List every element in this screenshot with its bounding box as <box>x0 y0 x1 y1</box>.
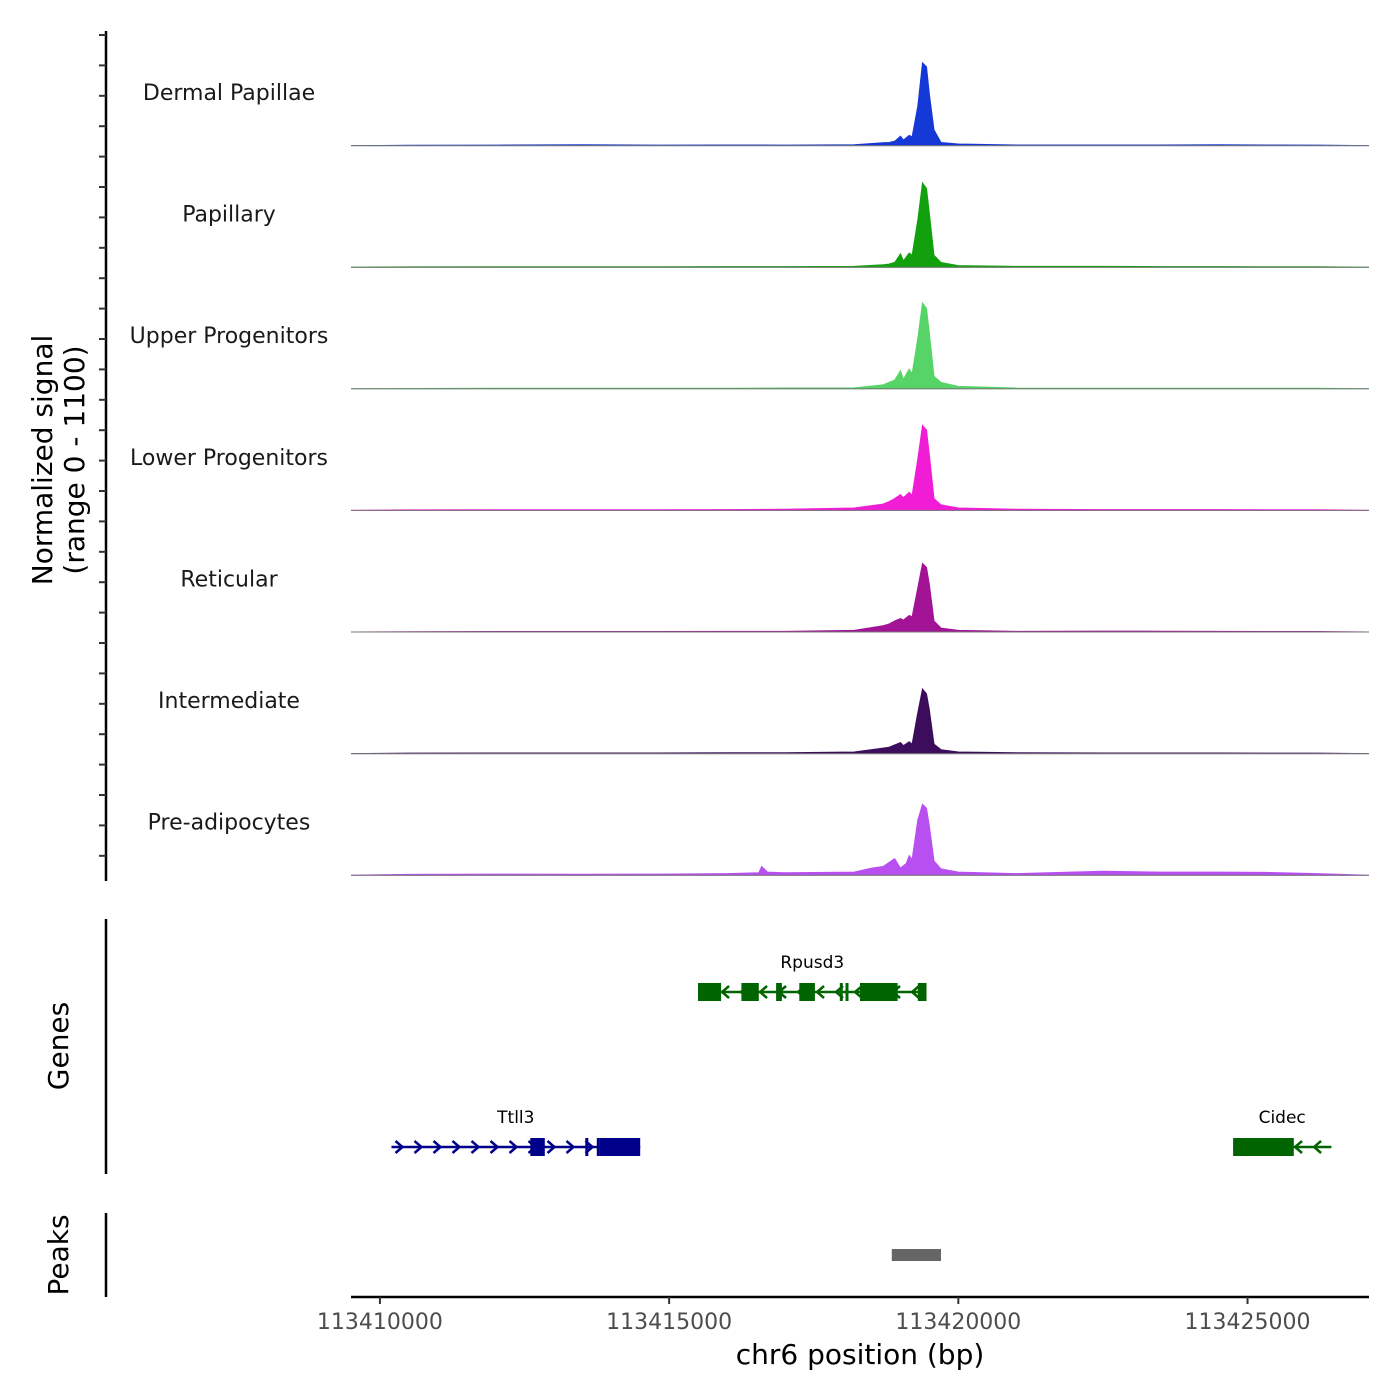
gene-exon <box>596 1138 600 1156</box>
signal-area <box>350 562 1370 633</box>
gene-exon <box>741 983 759 1001</box>
track-pre-adipocytes: Pre-adipocytes <box>148 803 1370 876</box>
signal-y-ticks <box>99 34 106 857</box>
track-reticular: Reticular <box>180 562 1370 633</box>
signal-area <box>350 687 1370 755</box>
track-label: Upper Progenitors <box>130 324 329 349</box>
x-tick-label: 113425000 <box>1185 1310 1311 1335</box>
track-intermediate: Intermediate <box>158 687 1370 755</box>
track-label: Papillary <box>182 203 276 228</box>
track-label: Dermal Papillae <box>143 81 315 106</box>
gene-ttll3: Ttll3 <box>391 1108 641 1156</box>
track-upper-progenitors: Upper Progenitors <box>130 301 1370 390</box>
x-axis-title: chr6 position (bp) <box>736 1338 985 1371</box>
gene-exon <box>845 983 849 1001</box>
signal-area <box>350 424 1370 511</box>
gene-exon <box>530 1138 545 1156</box>
strand-chevron <box>470 1140 481 1154</box>
strand-chevron <box>546 1140 557 1154</box>
gene-exon <box>1233 1138 1294 1156</box>
strand-chevron <box>508 1140 519 1154</box>
track-label: Lower Progenitors <box>130 446 328 471</box>
strand-chevron <box>432 1140 443 1154</box>
track-label: Intermediate <box>158 689 300 714</box>
strand-chevron <box>758 985 768 999</box>
peak-region <box>891 1249 941 1261</box>
coverage-tracks: Dermal Papillae Papillary Upper Progenitor… <box>130 61 1370 876</box>
gene-exon <box>698 983 722 1001</box>
track-label: Reticular <box>180 567 278 592</box>
strand-chevron <box>1312 1140 1322 1154</box>
gene-cidec: Cidec <box>1233 1108 1332 1156</box>
gene-exon <box>860 983 886 1001</box>
track-papillary: Papillary <box>182 181 1370 268</box>
gene-exon <box>917 983 927 1001</box>
strand-chevron <box>815 985 825 999</box>
gene-exon <box>799 983 815 1001</box>
signal-area <box>350 181 1370 268</box>
strand-chevron <box>910 985 920 999</box>
x-tick-label: 113420000 <box>895 1310 1021 1335</box>
strand-chevron <box>565 1140 576 1154</box>
strand-chevron <box>720 985 730 999</box>
signal-area <box>350 61 1370 147</box>
x-tick-label: 113415000 <box>606 1310 732 1335</box>
gene-exon <box>776 983 782 1001</box>
strand-chevron <box>394 1140 405 1154</box>
gene-label: Cidec <box>1259 1108 1306 1128</box>
strand-chevron <box>451 1140 462 1154</box>
signal-area <box>350 803 1370 876</box>
gene-rpusd3: Rpusd3 <box>698 953 927 1001</box>
strand-chevron <box>489 1140 500 1154</box>
peak-track <box>891 1249 941 1261</box>
gene-exon <box>599 1138 641 1156</box>
strand-chevron <box>853 985 863 999</box>
gene-label: Ttll3 <box>496 1108 534 1128</box>
x-tick-label: 113410000 <box>317 1310 443 1335</box>
y-axis-title-line2: (range 0 - 1100) <box>58 345 91 574</box>
strand-chevron <box>413 1140 424 1154</box>
gene-track: Rpusd3 Ttll3 Cidec <box>391 953 1332 1156</box>
gene-exon <box>886 983 898 1001</box>
track-label: Pre-adipocytes <box>148 811 311 836</box>
gene-label: Rpusd3 <box>780 953 844 973</box>
genes-track-title: Genes <box>42 1002 75 1090</box>
x-axis-ticks: 113410000 113415000 113420000 113425000 <box>317 1297 1311 1335</box>
y-axis-title-line1: Normalized signal <box>26 335 59 586</box>
signal-area <box>350 301 1370 390</box>
gene-exon <box>585 1138 589 1156</box>
track-dermal-papillae: Dermal Papillae <box>143 61 1370 147</box>
peaks-track-title: Peaks <box>42 1214 75 1295</box>
strand-chevron <box>1293 1140 1303 1154</box>
gene-exon <box>839 983 843 1001</box>
track-lower-progenitors: Lower Progenitors <box>130 424 1370 511</box>
